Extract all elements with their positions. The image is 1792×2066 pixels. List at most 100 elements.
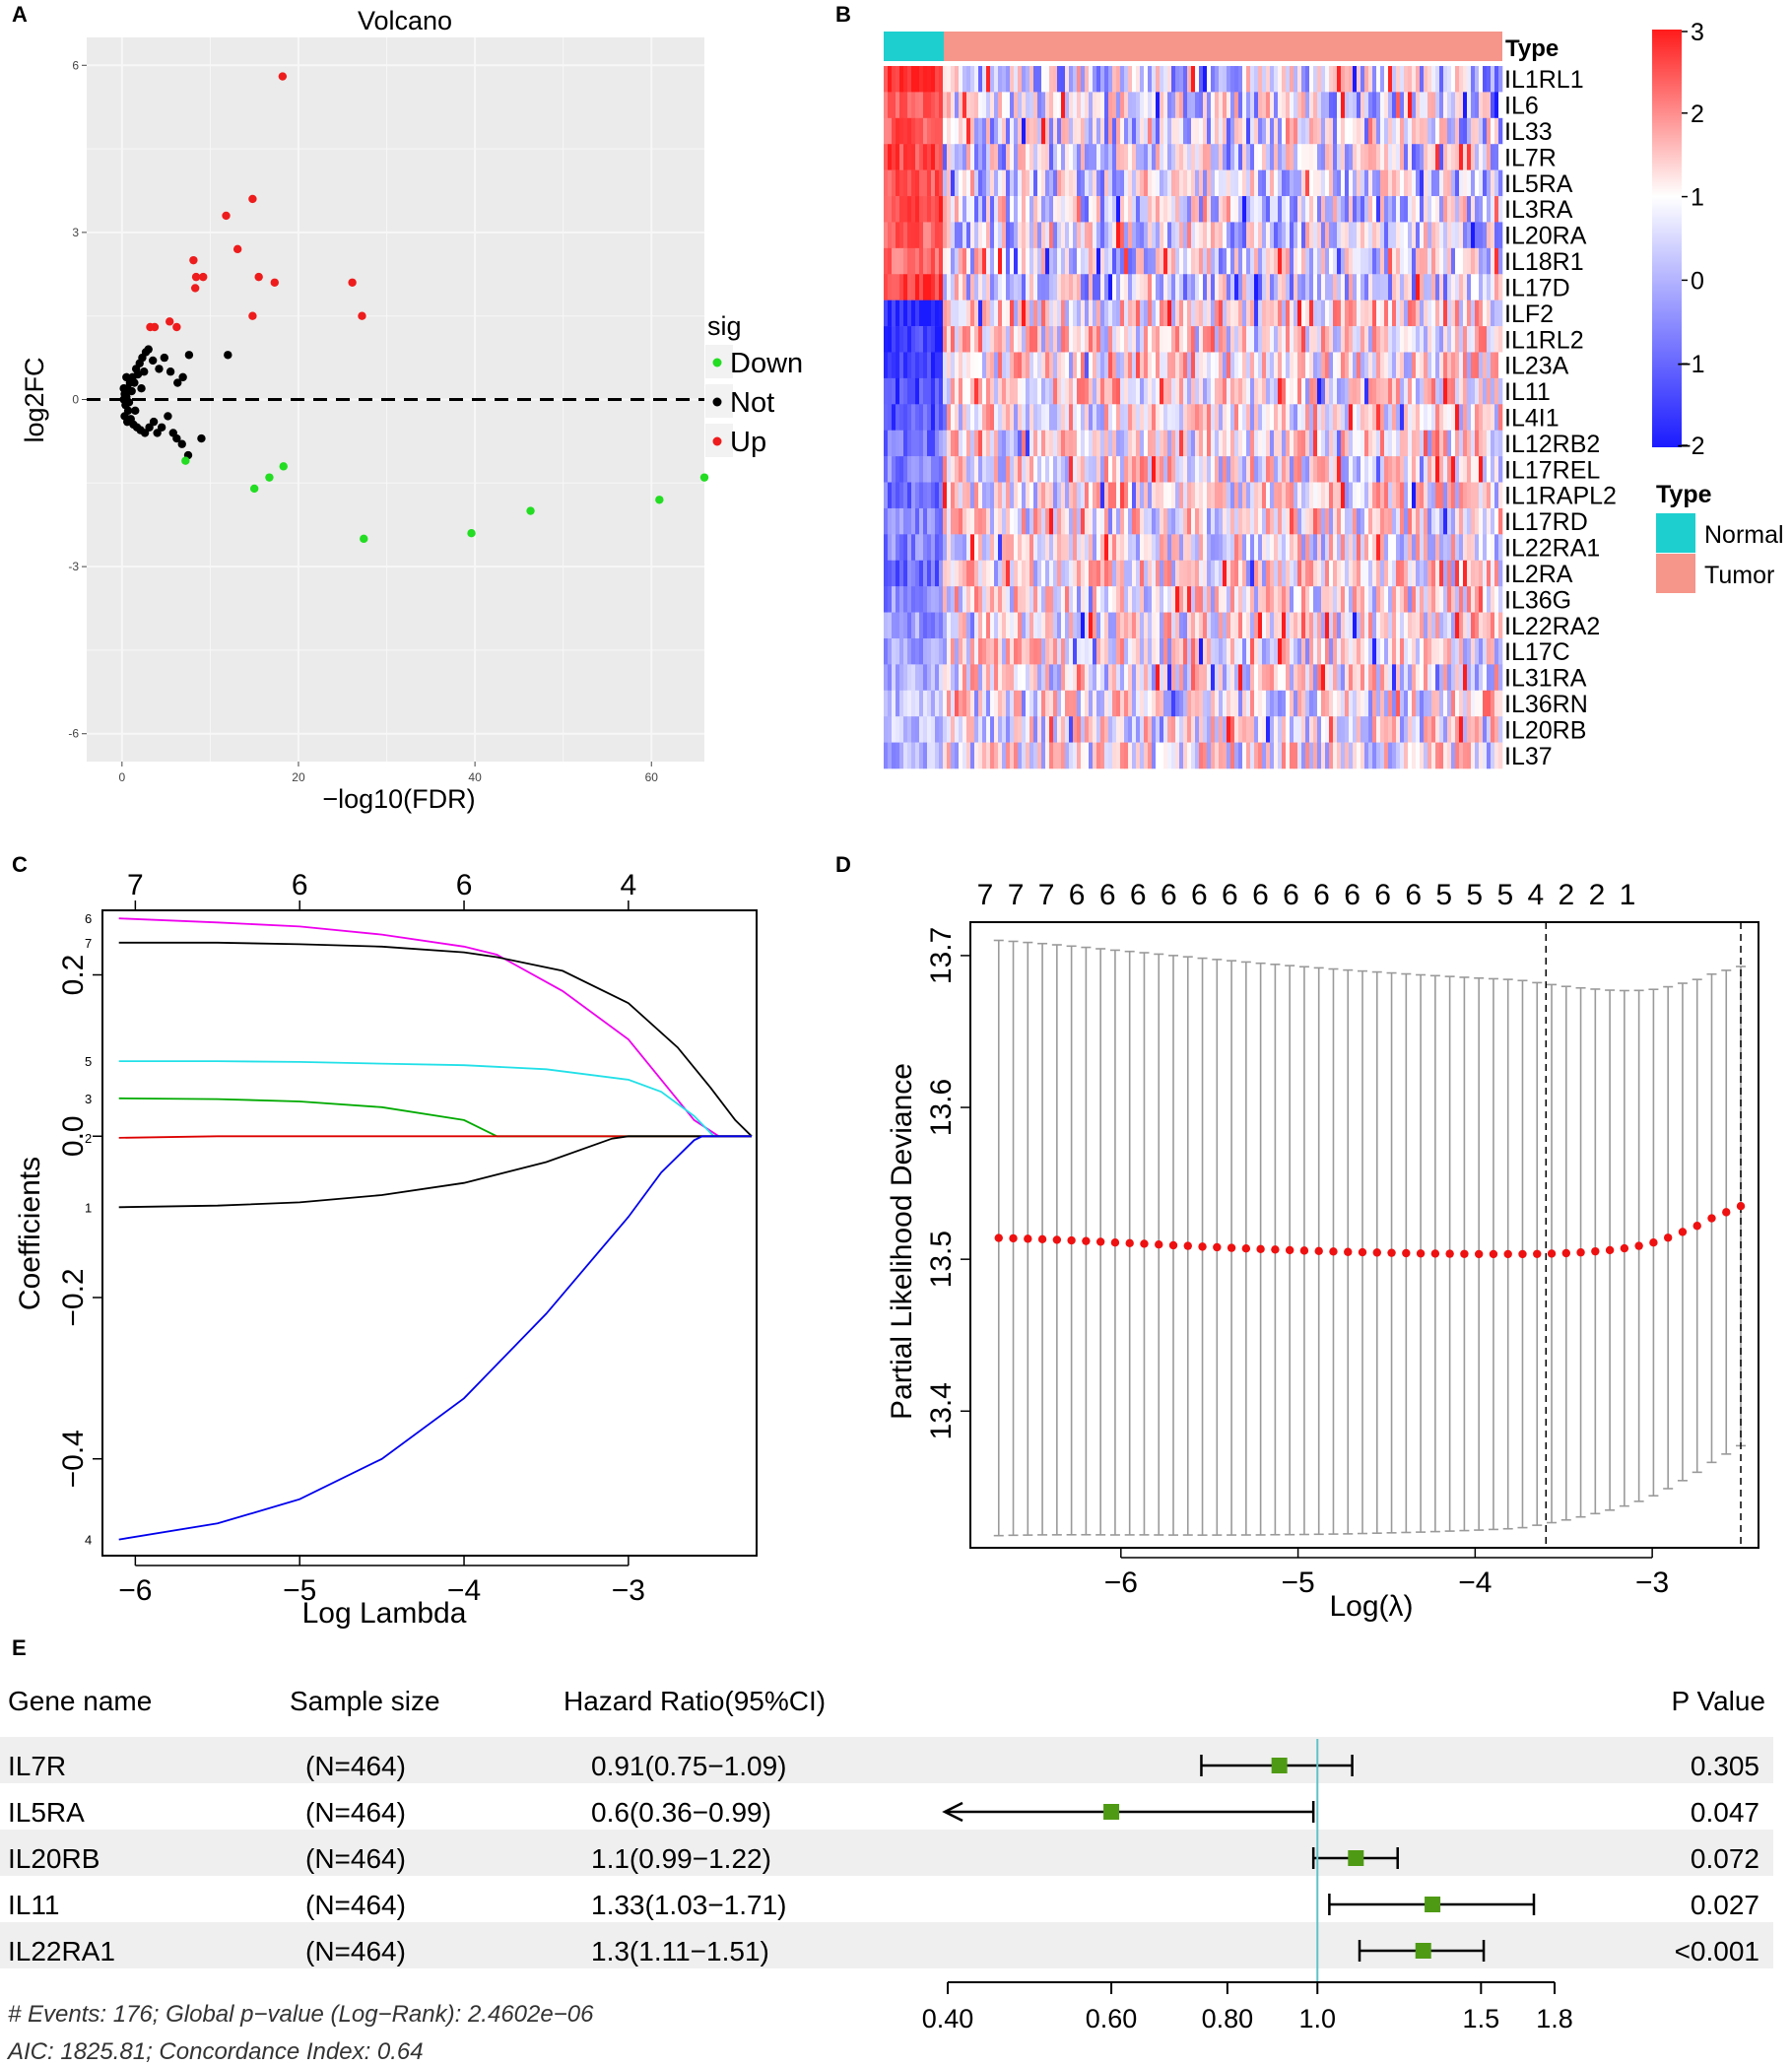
cv-top-label: 6 — [1344, 879, 1361, 911]
heatmap-cell — [1002, 326, 1007, 353]
heatmap-cell — [1337, 742, 1342, 769]
heatmap-cell — [1290, 66, 1294, 93]
heatmap-cell — [1396, 482, 1401, 509]
heatmap-cell — [1041, 507, 1046, 535]
heatmap-cell — [1424, 430, 1428, 457]
heatmap-cell — [970, 247, 975, 275]
heatmap-cell — [951, 482, 956, 509]
heatmap-cell — [1238, 612, 1243, 639]
heatmap-cell — [1463, 716, 1468, 743]
heatmap-cell — [1380, 66, 1385, 93]
heatmap-cell — [1254, 534, 1259, 562]
heatmap-cell — [986, 144, 991, 170]
heatmap-cell — [1096, 534, 1101, 562]
heatmap-cell — [1100, 300, 1105, 327]
heatmap-cell — [899, 534, 904, 562]
heatmap-cell — [1140, 586, 1145, 613]
heatmap-cell — [1494, 664, 1499, 692]
heatmap-cell — [1317, 690, 1322, 717]
heatmap-cell — [959, 482, 963, 509]
heatmap-cell — [1195, 377, 1200, 405]
heatmap-cell — [1124, 117, 1129, 145]
heatmap-cell — [1439, 560, 1444, 587]
heatmap-cell — [986, 430, 991, 457]
heatmap-cell — [892, 169, 896, 197]
heatmap-cell — [1171, 144, 1176, 170]
heatmap-cell — [943, 377, 948, 405]
heatmap-cell — [1132, 274, 1137, 300]
heatmap-cell — [947, 117, 952, 145]
heatmap-cell — [1467, 196, 1472, 223]
heatmap-cell — [1467, 716, 1472, 743]
heatmap-cell — [1491, 534, 1495, 562]
heatmap-cell — [1250, 586, 1255, 613]
heatmap-cell — [1104, 716, 1109, 743]
heatmap-cell — [919, 482, 924, 509]
heatmap-cell — [1029, 326, 1034, 353]
heatmap-cell — [1156, 300, 1161, 327]
heatmap-cell — [1392, 507, 1397, 535]
heatmap-cell — [1278, 612, 1283, 639]
heatmap-cell — [1313, 300, 1318, 327]
heatmap-cell — [1427, 560, 1432, 587]
heatmap-cell — [1160, 430, 1164, 457]
heatmap-cell — [1349, 560, 1354, 587]
heatmap-cell — [1203, 377, 1208, 405]
heatmap-cell — [1317, 742, 1322, 769]
heatmap-cell — [1246, 742, 1251, 769]
heatmap-cell — [1148, 92, 1153, 119]
heatmap-cell — [1451, 507, 1456, 535]
heatmap-cell — [899, 664, 904, 692]
heatmap-cell — [1483, 742, 1488, 769]
heatmap-cell — [896, 637, 900, 665]
heatmap-cell — [1160, 222, 1164, 249]
heatmap-cell — [1447, 742, 1452, 769]
heatmap-cell — [1132, 326, 1137, 353]
heatmap-cell — [1278, 507, 1283, 535]
heatmap-cell — [1156, 404, 1161, 432]
heatmap-cell — [1148, 482, 1153, 509]
heatmap-cell — [1140, 377, 1145, 405]
heatmap-cell — [1357, 404, 1361, 432]
heatmap-cell — [1290, 664, 1294, 692]
heatmap-cell — [1167, 404, 1172, 432]
heatmap-cell — [1463, 274, 1468, 300]
heatmap-cell — [1384, 169, 1389, 197]
heatmap-cell — [1439, 117, 1444, 145]
heatmap-cell — [1424, 716, 1428, 743]
heatmap-cell — [1167, 507, 1172, 535]
heatmap-cell — [1112, 612, 1117, 639]
heatmap-cell — [1380, 92, 1385, 119]
heatmap-cell — [1223, 247, 1228, 275]
heatmap-cell — [1037, 377, 1042, 405]
heatmap-cell — [1435, 664, 1440, 692]
heatmap-cell — [1230, 482, 1235, 509]
heatmap-cell — [970, 300, 975, 327]
heatmap-cell — [1026, 560, 1030, 587]
heatmap-cell — [1207, 534, 1212, 562]
heatmap-cell — [931, 222, 936, 249]
heatmap-cell — [1404, 352, 1409, 379]
heatmap-cell — [1077, 247, 1082, 275]
heatmap-cell — [1057, 404, 1062, 432]
heatmap-cell — [1258, 507, 1263, 535]
heatmap-cell — [1203, 430, 1208, 457]
heatmap-cell — [1227, 404, 1231, 432]
heatmap-cell — [1045, 637, 1050, 665]
heatmap-cell — [1297, 247, 1302, 275]
heatmap-cell — [1254, 377, 1259, 405]
heatmap-cell — [1065, 196, 1070, 223]
heatmap-cell — [1187, 92, 1192, 119]
heatmap-cell — [1152, 612, 1157, 639]
heatmap-cell — [888, 117, 893, 145]
heatmap-cell — [1057, 690, 1062, 717]
heatmap-cell — [1085, 222, 1090, 249]
heatmap-cell — [970, 612, 975, 639]
heatmap-cell — [919, 586, 924, 613]
heatmap-cell — [1120, 637, 1125, 665]
heatmap-cell — [1175, 664, 1180, 692]
heatmap-cell — [896, 169, 900, 197]
volcano-point-down — [699, 473, 709, 482]
heatmap-cell — [1203, 742, 1208, 769]
heatmap-cell — [1132, 144, 1137, 170]
